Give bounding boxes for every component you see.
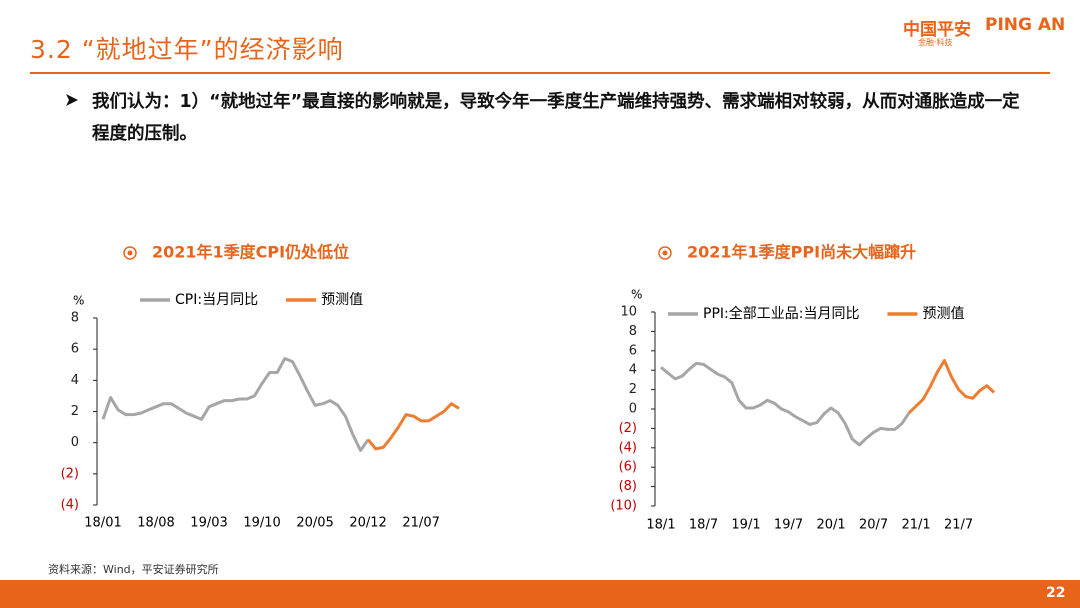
title-icon	[127, 250, 133, 256]
series-line	[366, 402, 460, 451]
y-tick-label: 6	[71, 342, 79, 357]
y-tick-label: (10)	[610, 499, 637, 514]
legend-label: PPI:全部工业品:当月同比	[703, 305, 859, 322]
y-tick-label: (8)	[619, 479, 637, 494]
y-tick-label: 0	[629, 402, 637, 417]
y-tick-label: 4	[629, 363, 637, 378]
x-tick-label: 18/01	[84, 516, 121, 531]
x-tick-label: 21/7	[944, 518, 973, 533]
x-tick-label: 19/1	[731, 518, 760, 533]
x-tick-label: 20/05	[296, 516, 333, 531]
y-tick-label: 10	[620, 305, 637, 320]
logo: 中国平安	[903, 20, 971, 40]
title-icon	[123, 246, 137, 260]
chart-title: 2021年1季度PPI尚未大幅蹿升	[687, 243, 916, 262]
y-tick-label: 8	[629, 324, 637, 339]
y-tick-label: 0	[71, 435, 79, 450]
y-tick-label: (6)	[619, 460, 637, 475]
y-tick-label: (4)	[61, 498, 79, 513]
x-tick-label: 21/07	[402, 516, 439, 531]
legend-label: 预测值	[321, 292, 363, 308]
y-tick-label: 2	[71, 404, 79, 419]
y-tick-label: (4)	[619, 440, 637, 455]
legend-label: 预测值	[922, 306, 964, 322]
logo-tagline: 金融·科技	[918, 38, 953, 47]
y-tick-label: 8	[71, 311, 79, 326]
x-tick-label: 20/7	[859, 518, 888, 533]
title-icon	[658, 246, 672, 260]
x-tick-label: 19/7	[774, 518, 803, 533]
bullet-text: 我们认为：1）“就地过年”最直接的影响就是，导致今年一季度生产端维持强势、需求端…	[92, 92, 1020, 144]
charts: 2021年1季度CPI仍处低位% 8 6 4 2 0 (2) (4) 18/01 18/08 19/…	[61, 243, 996, 533]
x-tick-label: 20/1	[816, 518, 845, 533]
x-tick-label: 18/08	[137, 516, 174, 531]
y-tick-label: 6	[629, 343, 637, 358]
y-axis-unit: %	[73, 294, 84, 308]
x-tick-label: 19/10	[243, 516, 280, 531]
x-tick-label: 19/03	[190, 516, 227, 531]
source-note: 资料来源：Wind，平安证券研究所	[48, 563, 219, 576]
legend-label: CPI:当月同比	[175, 292, 258, 308]
x-tick-label: 18/7	[689, 518, 718, 533]
page-number: 22	[1046, 585, 1066, 601]
y-axis-unit: %	[631, 288, 642, 302]
slide-title: 3.2 “就地过年”的经济影响	[30, 35, 344, 64]
y-tick-label: (2)	[61, 466, 79, 481]
footer-bar	[0, 580, 1080, 608]
chart-title: 2021年1季度CPI仍处低位	[152, 243, 349, 262]
x-tick-label: 20/12	[349, 516, 386, 531]
x-tick-label: 21/1	[901, 518, 930, 533]
y-tick-label: 4	[71, 373, 79, 388]
bullet-arrow	[66, 94, 78, 106]
logo: PING AN	[985, 15, 1066, 35]
series-line	[907, 359, 996, 414]
y-tick-label: 2	[629, 382, 637, 397]
title-icon	[662, 250, 668, 256]
series-line	[101, 357, 370, 452]
series-line	[660, 361, 911, 447]
y-tick-label: (2)	[619, 421, 637, 436]
x-tick-label: 18/1	[646, 518, 675, 533]
